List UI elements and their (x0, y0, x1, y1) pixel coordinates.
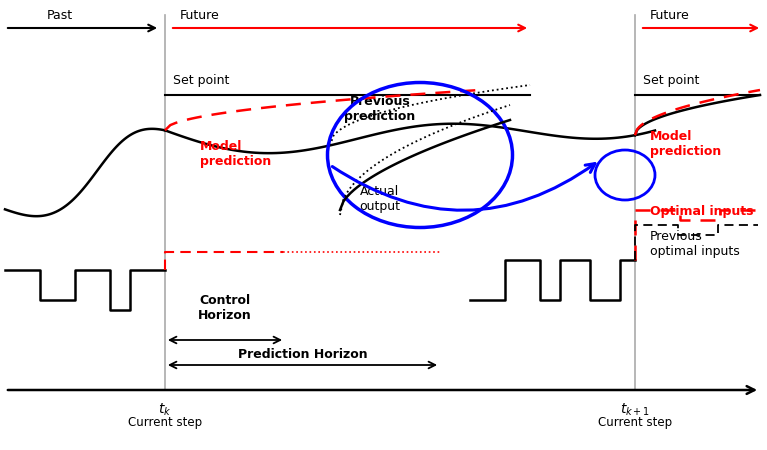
Text: Future: Future (180, 9, 220, 22)
Text: Model
prediction: Model prediction (200, 140, 272, 168)
Text: Previous
optimal inputs: Previous optimal inputs (650, 230, 739, 258)
Text: Optimal inputs: Optimal inputs (650, 205, 753, 218)
Text: Set point: Set point (643, 74, 700, 87)
Text: Current step: Current step (598, 416, 672, 429)
Text: $t_k$: $t_k$ (158, 402, 172, 419)
Text: $t_{k+1}$: $t_{k+1}$ (620, 402, 650, 419)
Text: Current step: Current step (128, 416, 202, 429)
Text: Set point: Set point (173, 74, 229, 87)
Text: Past: Past (47, 9, 73, 22)
Text: Previous
prediction: Previous prediction (344, 95, 416, 123)
Text: Actual
output: Actual output (360, 185, 400, 213)
Text: Prediction Horizon: Prediction Horizon (238, 348, 367, 361)
Text: Model
prediction: Model prediction (650, 130, 721, 158)
Text: Control
Horizon: Control Horizon (198, 294, 252, 322)
Text: Future: Future (650, 9, 690, 22)
